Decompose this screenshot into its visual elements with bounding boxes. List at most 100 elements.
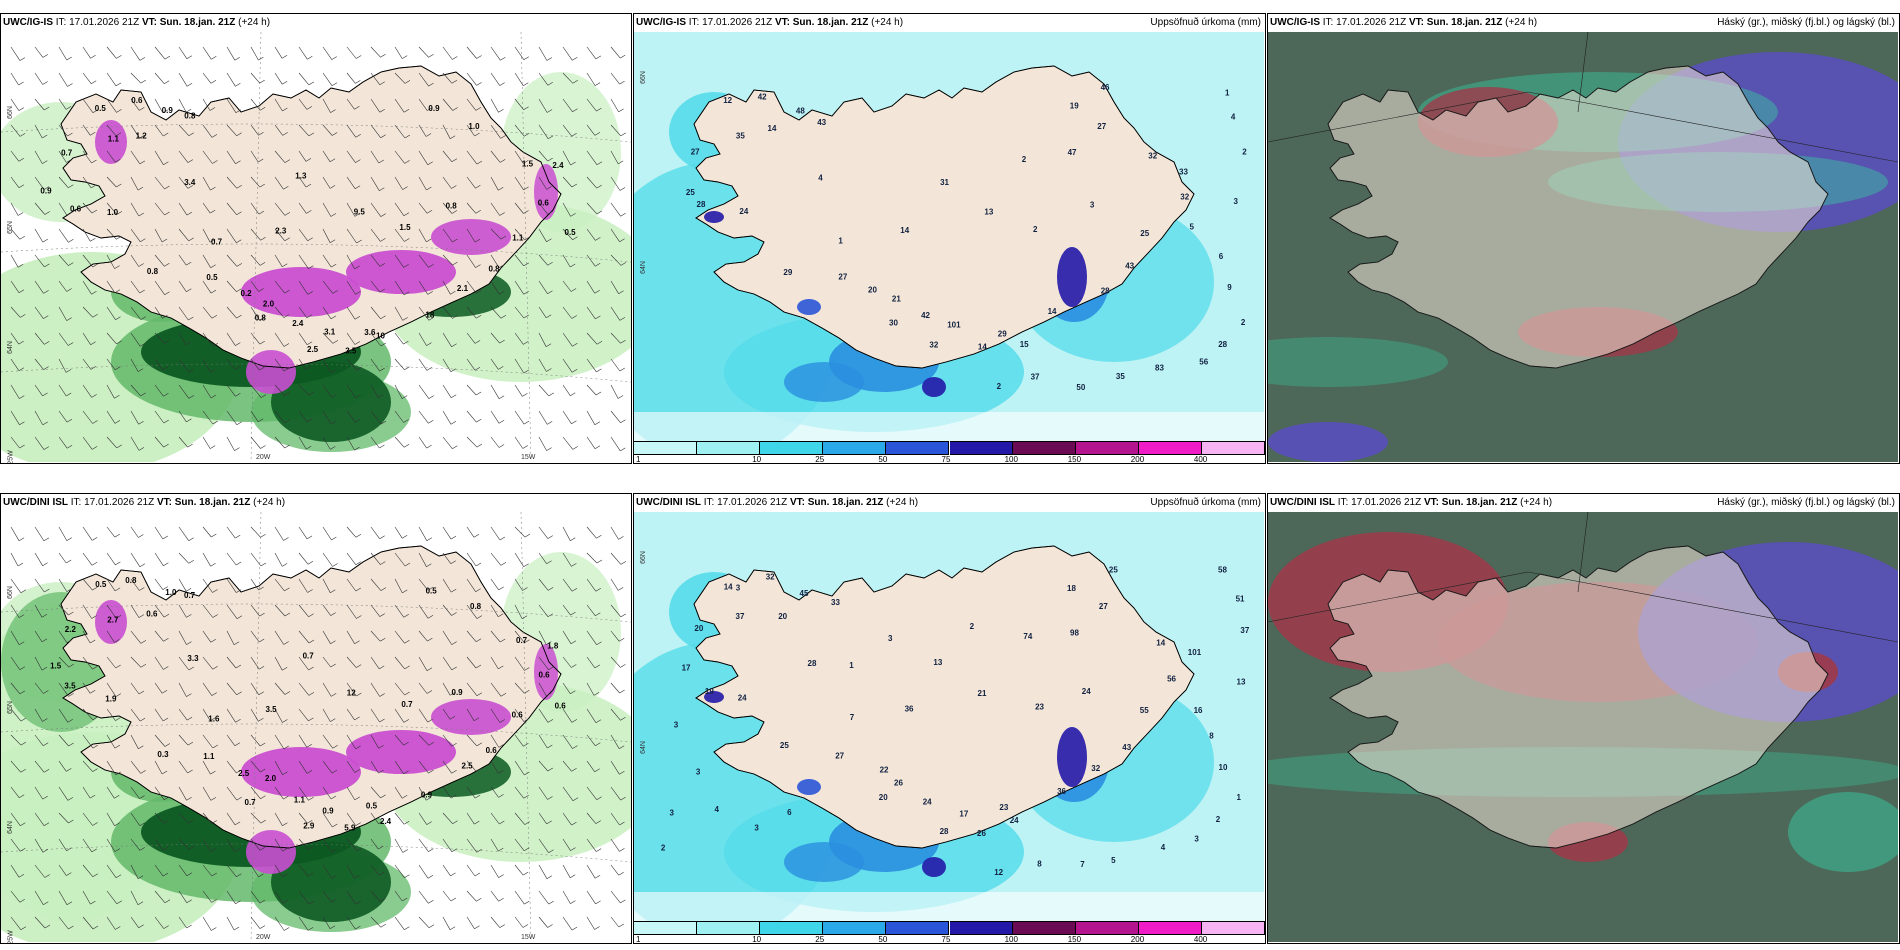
precip-value-label: 1 — [1225, 88, 1230, 97]
precip-value-label: 0.8 — [489, 265, 501, 274]
coastline — [1327, 65, 1829, 369]
precip-value-label: 48 — [796, 107, 805, 116]
precip-value-label: 3 — [1090, 200, 1095, 209]
precip-value-label: 56 — [1199, 358, 1208, 367]
field-description: Uppsöfnuð úrkoma (mm) — [1150, 17, 1261, 28]
precip-value-label: 0.3 — [157, 750, 169, 759]
precip-value-label: 14 — [978, 342, 987, 351]
cloud-cover-map — [1268, 32, 1898, 462]
field-description: Uppsöfnuð úrkoma (mm) — [1150, 497, 1261, 508]
precip-value-label: 30 — [889, 318, 898, 327]
precip-wind-map: 0.5 0.8 1.0 0.7 2.7 0.6 2.2 1.5 3.5 1.9 0.3 1.1 2.5 2… — [1, 512, 631, 942]
precip-value-label: 24 — [923, 798, 932, 807]
precip-value-label: 26 — [894, 779, 903, 788]
coastline — [1327, 545, 1829, 849]
precip-value-label: 2 — [1241, 318, 1246, 327]
precip-value-label: 28 — [808, 659, 817, 668]
map-panel-top-middle: UWC/IG-IS IT: 17.01.2026 21Z VT: Sun. 18… — [633, 13, 1266, 464]
cloud-cover-map — [1268, 512, 1898, 942]
precip-value-label: 32 — [1180, 193, 1189, 202]
precip-value-label: 27 — [835, 752, 844, 761]
precip-value-label: 18 — [1067, 584, 1076, 593]
precip-value-label: 47 — [1068, 148, 1077, 157]
accum-heavy-core — [704, 691, 1087, 877]
coastline — [60, 545, 562, 849]
init-time: IT: 17.01.2026 21Z — [70, 497, 157, 508]
precip-value-label: 2.0 — [263, 300, 275, 309]
precip-value-label: 1.2 — [136, 132, 148, 141]
precip-value-label: 10 — [376, 331, 385, 340]
precip-value-label: 17 — [959, 810, 968, 819]
graticule-label: 65N — [6, 701, 14, 714]
colorbar-segment — [1075, 441, 1139, 455]
precip-value-label: 24 — [1082, 687, 1091, 696]
precip-value-label: 1 — [838, 236, 843, 245]
model-name: UWC/DINI ISL — [3, 497, 68, 508]
init-time: IT: 17.01.2026 21Z — [1337, 497, 1424, 508]
precip-value-label: 21 — [892, 294, 901, 303]
lead-time: (+24 h) — [886, 497, 919, 508]
precip-value-label: 25 — [686, 188, 695, 197]
field-description: Háský (gr.), miðský (fj.bl.) og lágský (… — [1717, 497, 1895, 508]
precip-area-extreme — [95, 120, 127, 164]
precip-value-label: 98 — [1070, 629, 1079, 638]
precip-value-label: 8 — [1209, 732, 1214, 741]
graticule-label: 15W — [521, 454, 536, 461]
precip-value-label: 0.9 — [162, 106, 174, 115]
colorbar-label: 25 — [815, 455, 825, 464]
precip-value-label: 4 — [818, 174, 823, 183]
precip-value-label: 0.5 — [366, 802, 378, 811]
precip-area-extreme — [431, 219, 511, 255]
precip-value-label: 28 — [697, 200, 706, 209]
precip-value-label: 2 — [1022, 155, 1027, 164]
accum-area-100 — [704, 691, 724, 703]
precip-value-label: 13 — [984, 208, 993, 217]
precip-value-label: 13 — [933, 658, 942, 667]
precip-value-label: 0.8 — [446, 201, 458, 210]
precip-value-label: 2.1 — [457, 284, 469, 293]
precip-value-label: 1 — [849, 661, 854, 670]
colorbar-segment — [1138, 921, 1202, 935]
precip-value-label: 12 — [347, 689, 356, 698]
graticule-label: 64N — [6, 341, 14, 354]
precip-value-label: 2 — [661, 844, 666, 853]
precip-value-label: 83 — [1155, 364, 1164, 373]
precip-value-label: 1.1 — [203, 752, 215, 761]
wind-barbs — [10, 46, 627, 452]
colorbar-segment — [1201, 441, 1265, 455]
init-time: IT: 17.01.2026 21Z — [703, 497, 790, 508]
precip-value-label: 6 — [1219, 252, 1224, 261]
colorbar-label: 400 — [1193, 935, 1208, 944]
precip-value-label: 33 — [1179, 168, 1188, 177]
precip-value-label: 42 — [921, 311, 930, 320]
precip-value-label: 5.9 — [344, 823, 356, 832]
colorbar-segment — [886, 441, 950, 455]
precip-value-label: 20 — [694, 624, 703, 633]
precip-value-label: 21 — [978, 689, 987, 698]
precip-value-label: 2.3 — [275, 227, 287, 236]
precip-value-label: 0.9 — [428, 104, 440, 113]
precip-value-label: 3 — [1234, 197, 1239, 206]
precip-value-label: 2.4 — [552, 161, 564, 170]
precip-value-label: 7 — [850, 713, 855, 722]
colorbar-label: 50 — [878, 935, 888, 944]
graticule-label: 20W — [256, 934, 271, 941]
graticule-label: 66N — [639, 551, 647, 564]
precip-value-label: 7 — [1080, 860, 1085, 869]
precip-value-label: 3.5 — [266, 705, 278, 714]
colorbar-segment — [886, 921, 950, 935]
precip-value-label: 27 — [1097, 122, 1106, 131]
accum-area-75 — [797, 299, 821, 315]
precip-heavy-purple — [95, 120, 558, 394]
precip-value-label: 0.6 — [512, 710, 524, 719]
precip-value-label: 9.5 — [354, 207, 366, 216]
coastline — [693, 545, 1195, 849]
mid-cloud-area — [1268, 422, 1388, 462]
precip-heavy-purple — [95, 600, 558, 874]
precip-value-label: 32 — [1091, 764, 1100, 773]
precip-value-label: 33 — [831, 598, 840, 607]
accum-area-100 — [1057, 727, 1087, 787]
precip-value-label: 1.5 — [50, 662, 62, 671]
colorbar-segment — [760, 441, 824, 455]
